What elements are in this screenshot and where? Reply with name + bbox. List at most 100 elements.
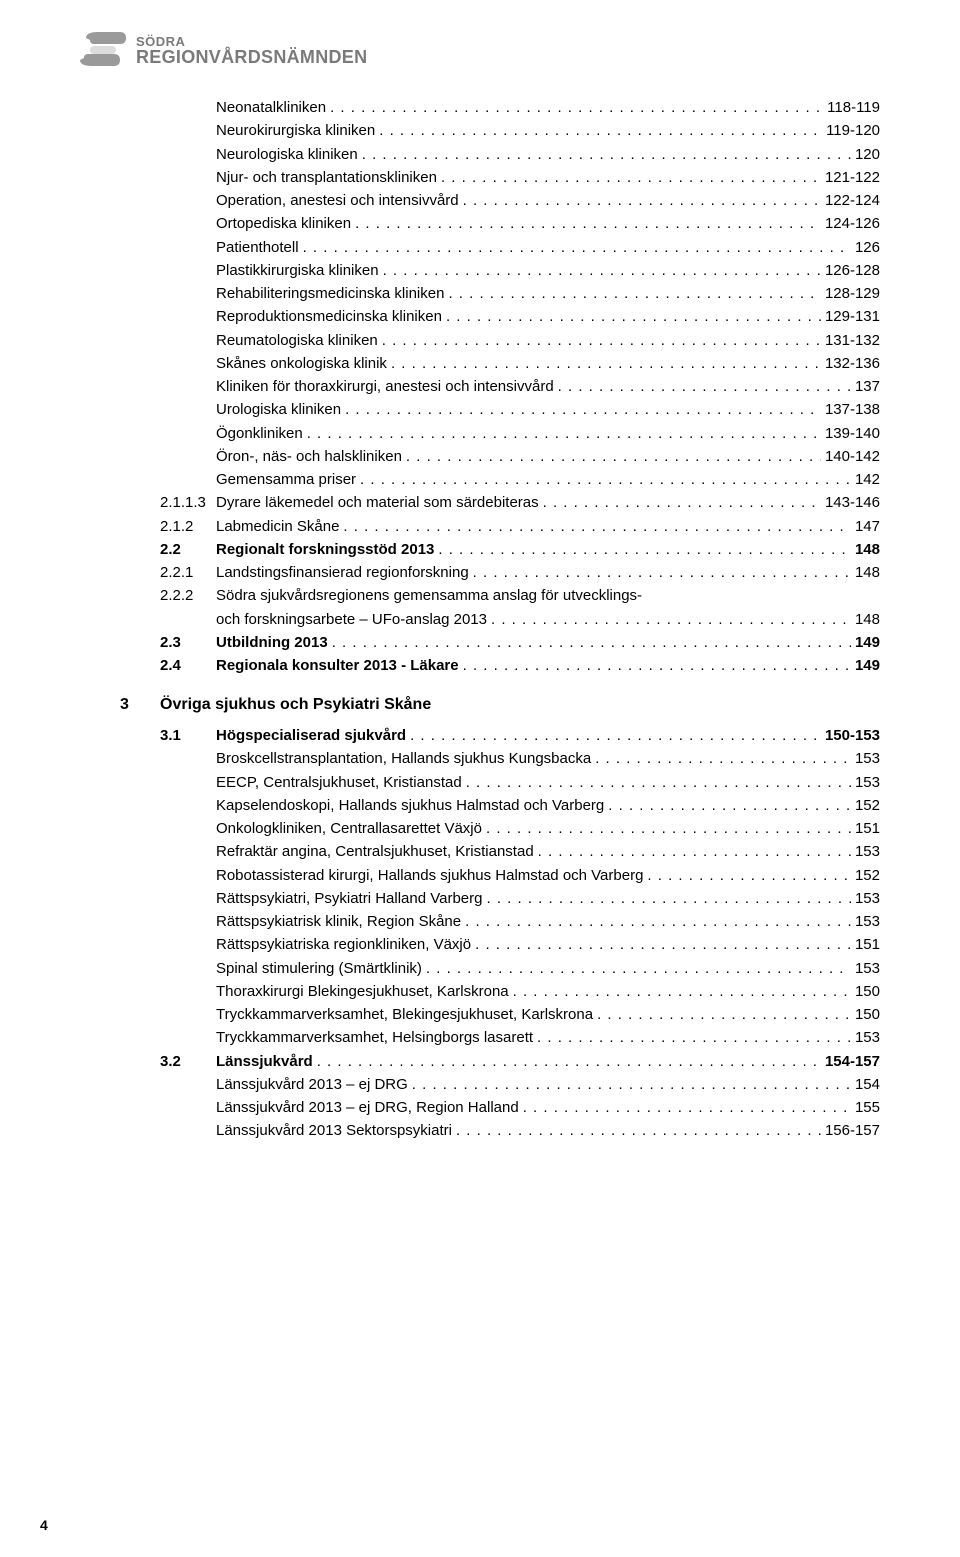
toc-leader-dots: . . . . . . . . . . . . . . . . . . . . …	[437, 166, 821, 189]
toc-leader-dots: . . . . . . . . . . . . . . . . . . . . …	[462, 771, 851, 794]
toc-leader-dots: . . . . . . . . . . . . . . . . . . . . …	[356, 468, 851, 491]
toc-entry-page: 149	[851, 631, 880, 654]
toc-entry-page: 153	[851, 1026, 880, 1049]
toc-entry: Patienthotell . . . . . . . . . . . . . …	[160, 236, 880, 259]
toc-entry-label: Skånes onkologiska klinik	[216, 352, 387, 375]
toc-leader-dots: . . . . . . . . . . . . . . . . . . . . …	[643, 864, 851, 887]
toc-entry: Spinal stimulering (Smärtklinik) . . . .…	[160, 957, 880, 980]
toc-entry-page: 129-131	[821, 305, 880, 328]
toc-entry-label: Gemensamma priser	[216, 468, 356, 491]
toc-entry-page: 149	[851, 654, 880, 677]
toc-entry-label: Labmedicin Skåne	[216, 515, 339, 538]
toc-entry: 3.2Länssjukvård . . . . . . . . . . . . …	[160, 1050, 880, 1073]
toc-entry: Broskcellstransplantation, Hallands sjuk…	[160, 747, 880, 770]
toc-entry-label: Rättspsykiatrisk klinik, Region Skåne	[216, 910, 461, 933]
toc-entry-page: 122-124	[821, 189, 880, 212]
toc-chapter-heading: 3Övriga sjukhus och Psykiatri Skåne	[120, 693, 880, 718]
toc-entry-page: 153	[851, 771, 880, 794]
toc-entry-page: 118-119	[823, 96, 880, 119]
toc-leader-dots: . . . . . . . . . . . . . . . . . . . . …	[459, 189, 821, 212]
toc-entry: 2.1.1.3Dyrare läkemedel och material som…	[160, 491, 880, 514]
toc-entry: EECP, Centralsjukhuset, Kristianstad . .…	[160, 771, 880, 794]
toc-entry-page: 153	[851, 957, 880, 980]
toc-entry-number: 3.2	[160, 1050, 216, 1073]
toc-entry-number: 2.2.1	[160, 561, 216, 584]
toc-leader-dots: . . . . . . . . . . . . . . . . . . . . …	[326, 96, 823, 119]
toc-entry-label: Reproduktionsmedicinska kliniken	[216, 305, 442, 328]
toc-leader-dots: . . . . . . . . . . . . . . . . . . . . …	[452, 1119, 821, 1142]
toc-entry-label: och forskningsarbete – UFo-anslag 2013	[216, 608, 487, 631]
toc-entry-label: Högspecialiserad sjukvård	[216, 724, 406, 747]
toc-entry: Refraktär angina, Centralsjukhuset, Kris…	[160, 840, 880, 863]
toc-entry: Ögonkliniken . . . . . . . . . . . . . .…	[160, 422, 880, 445]
toc-entry-page: 151	[851, 817, 880, 840]
document-page: SÖDRA REGIONVÅRDSNÄMNDEN Neonatalklinike…	[0, 0, 960, 1557]
toc-chapter-label: Övriga sjukhus och Psykiatri Skåne	[160, 693, 431, 718]
toc-entry-label: Landstingsfinansierad regionforskning	[216, 561, 469, 584]
toc-entry: Plastikkirurgiska kliniken . . . . . . .…	[160, 259, 880, 282]
toc-leader-dots: . . . . . . . . . . . . . . . . . . . . …	[471, 933, 851, 956]
toc-entry-page: 143-146	[821, 491, 880, 514]
toc-entry: och forskningsarbete – UFo-anslag 2013 .…	[160, 608, 880, 631]
toc-entry-page: 152	[851, 864, 880, 887]
toc-entry: Gemensamma priser . . . . . . . . . . . …	[160, 468, 880, 491]
toc-entry-label: Utbildning 2013	[216, 631, 328, 654]
toc-entry-number: 2.2	[160, 538, 216, 561]
toc-entry: Urologiska kliniken . . . . . . . . . . …	[160, 398, 880, 421]
toc-leader-dots: . . . . . . . . . . . . . . . . . . . . …	[422, 957, 851, 980]
toc-leader-dots: . . . . . . . . . . . . . . . . . . . . …	[482, 817, 851, 840]
toc-entry-page: 147	[851, 515, 880, 538]
toc-entry-number: 2.4	[160, 654, 216, 677]
organization-logo-icon	[80, 32, 126, 68]
toc-leader-dots: . . . . . . . . . . . . . . . . . . . . …	[533, 1026, 851, 1049]
toc-entry-label: Öron-, näs- och halskliniken	[216, 445, 402, 468]
toc-entry: Njur- och transplantationskliniken . . .…	[160, 166, 880, 189]
toc-entry-page: 151	[851, 933, 880, 956]
toc-entry-label: Regionala konsulter 2013 - Läkare	[216, 654, 459, 677]
toc-entry-page: 137-138	[821, 398, 880, 421]
toc-entry-number: 2.1.2	[160, 515, 216, 538]
toc-entry-page: 137	[851, 375, 880, 398]
toc-leader-dots: . . . . . . . . . . . . . . . . . . . . …	[375, 119, 822, 142]
toc-entry-label: Rehabiliteringsmedicinska kliniken	[216, 282, 444, 305]
toc-entry-label: Robotassisterad kirurgi, Hallands sjukhu…	[216, 864, 643, 887]
toc-entry-label: Kapselendoskopi, Hallands sjukhus Halmst…	[216, 794, 604, 817]
toc-entry-label: Dyrare läkemedel och material som särdeb…	[216, 491, 539, 514]
toc-leader-dots: . . . . . . . . . . . . . . . . . . . . …	[351, 212, 821, 235]
toc-entry-label: Södra sjukvårdsregionens gemensamma ansl…	[216, 584, 642, 607]
toc-leader-dots: . . . . . . . . . . . . . . . . . . . . …	[378, 329, 821, 352]
toc-entry: Länssjukvård 2013 – ej DRG . . . . . . .…	[160, 1073, 880, 1096]
toc-leader-dots: . . . . . . . . . . . . . . . . . . . . …	[406, 724, 821, 747]
toc-entry-page: 126-128	[821, 259, 880, 282]
toc-leader-dots: . . . . . . . . . . . . . . . . . . . . …	[554, 375, 851, 398]
toc-entry: Neurokirurgiska kliniken . . . . . . . .…	[160, 119, 880, 142]
toc-entry-page: 139-140	[821, 422, 880, 445]
toc-entry-label: Rättspsykiatriska regionkliniken, Växjö	[216, 933, 471, 956]
toc-leader-dots: . . . . . . . . . . . . . . . . . . . . …	[379, 259, 821, 282]
toc-entry-page: 148	[851, 608, 880, 631]
toc-leader-dots: . . . . . . . . . . . . . . . . . . . . …	[519, 1096, 851, 1119]
toc-entry: 2.2.2Södra sjukvårdsregionens gemensamma…	[160, 584, 880, 607]
page-number: 4	[40, 1517, 48, 1533]
toc-entry-label: Thoraxkirurgi Blekingesjukhuset, Karlskr…	[216, 980, 509, 1003]
toc-entry: Rättspsykiatri, Psykiatri Halland Varber…	[160, 887, 880, 910]
toc-leader-dots: . . . . . . . . . . . . . . . . . . . . …	[442, 305, 821, 328]
toc-leader-dots: . . . . . . . . . . . . . . . . . . . . …	[402, 445, 821, 468]
toc-entry-page: 150	[851, 980, 880, 1003]
toc-entry-page: 121-122	[821, 166, 880, 189]
toc-leader-dots: . . . . . . . . . . . . . . . . . . . . …	[469, 561, 851, 584]
toc-entry-page: 153	[851, 910, 880, 933]
toc-leader-dots: . . . . . . . . . . . . . . . . . . . . …	[482, 887, 850, 910]
toc-entry-label: Neonatalkliniken	[216, 96, 326, 119]
toc-entry-label: Tryckkammarverksamhet, Blekingesjukhuset…	[216, 1003, 593, 1026]
toc-entry: Robotassisterad kirurgi, Hallands sjukhu…	[160, 864, 880, 887]
toc-leader-dots: . . . . . . . . . . . . . . . . . . . . …	[387, 352, 821, 375]
toc-entry-label: Reumatologiska kliniken	[216, 329, 378, 352]
toc-leader-dots: . . . . . . . . . . . . . . . . . . . . …	[328, 631, 851, 654]
toc-entry-label: Länssjukvård 2013 Sektorspsykiatri	[216, 1119, 452, 1142]
toc-entry: Reumatologiska kliniken . . . . . . . . …	[160, 329, 880, 352]
toc-entry-label: Spinal stimulering (Smärtklinik)	[216, 957, 422, 980]
toc-entry-label: Neurokirurgiska kliniken	[216, 119, 375, 142]
toc-entry: 2.4Regionala konsulter 2013 - Läkare . .…	[160, 654, 880, 677]
toc-entry-page: 126	[851, 236, 880, 259]
